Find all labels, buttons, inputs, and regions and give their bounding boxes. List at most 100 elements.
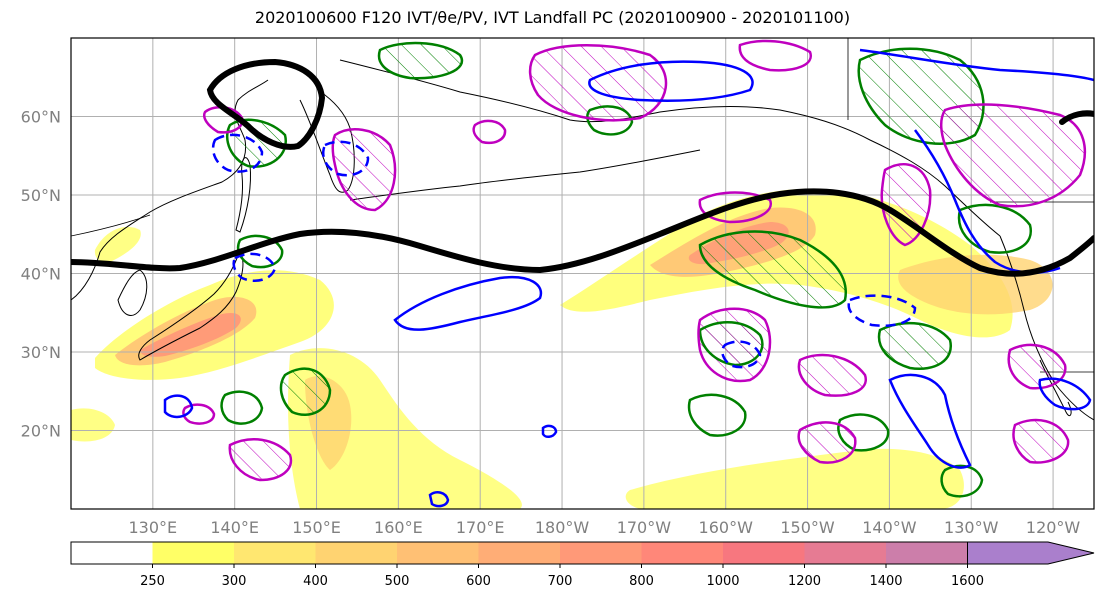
border-china-mongolia (71, 214, 151, 237)
colorbar-swatch (152, 542, 235, 564)
green-hatch-east (879, 323, 951, 369)
coastline-east-asia (71, 79, 269, 301)
green-contour-south-b (837, 413, 890, 452)
lon-tick-label: 160°E (374, 518, 423, 537)
magenta-contour-arctic-east (738, 39, 812, 72)
lon-tick-label: 130°E (129, 518, 178, 537)
green-contour-arctic (377, 41, 464, 80)
colorbar-frame (70, 541, 968, 565)
green-contour-kamchatka (225, 118, 288, 168)
blue-contour-small-south (541, 424, 558, 438)
green-hatch-arctic (379, 43, 462, 79)
colorbar-swatch (478, 542, 561, 564)
green-contour-subtropic (279, 367, 332, 416)
lon-tick-label: 160°W (699, 518, 754, 537)
coastline-korea (117, 269, 148, 316)
colorbar-label: 700 (548, 574, 573, 589)
ivt-sw-corner (71, 408, 115, 442)
lat-tick-label: 30°N (21, 343, 61, 362)
green-contour-east-coast (957, 203, 1033, 254)
colorbar-swatch (723, 542, 805, 564)
latitude-labels: 60°N 50°N 40°N 30°N 20°N (21, 108, 61, 441)
lon-tick-label: 120°W (1026, 518, 1081, 537)
coastline-aleutians (349, 149, 701, 201)
colorbar-label: 1600 (951, 574, 984, 589)
colorbar-labels: 250 300 400 500 600 700 800 1000 1200 1400 1600 (140, 574, 984, 589)
magenta-contour-south-central (797, 421, 857, 464)
blue-contour-okhotsk (211, 133, 264, 173)
magenta-hatch-ne-pacific (698, 308, 770, 381)
blue-contour-kamchatka (321, 140, 370, 177)
colorbar-swatch (641, 542, 724, 564)
blue-contour-east-coast (1038, 377, 1092, 411)
colorbar-swatch (315, 542, 398, 564)
colorbar-label: 500 (385, 574, 410, 589)
magenta-hatched-regions (229, 45, 1085, 480)
map-frame (70, 37, 1095, 510)
ivt-subtropic-plume (288, 348, 522, 509)
lat-tick-label: 50°N (21, 186, 61, 205)
magenta-contour-mid (472, 119, 507, 145)
lat-tick-label: 40°N (21, 265, 61, 284)
figure-title: 2020100600 F120 IVT/θe/PV, IVT Landfall … (254, 8, 851, 27)
magenta-hatch-south-east (1013, 420, 1069, 463)
longitude-labels: 130°E 140°E 150°E 160°E 170°E 180°W 170°W 160°W… (129, 518, 1081, 537)
black-line-ne-corner (1059, 110, 1094, 125)
colorbar-swatch (804, 542, 887, 564)
magenta-contour-east-pacific (797, 353, 867, 397)
magenta-hatch-arctic (530, 45, 667, 121)
colorbar-swatch (560, 542, 642, 564)
colorbar: 250 300 400 500 600 700 800 1000 1200 1400 1600 (70, 541, 1095, 589)
blue-contour-mid (393, 275, 543, 331)
magenta-contour-gulf (880, 163, 932, 247)
blue-contour-arctic (588, 60, 754, 102)
black-line-main (71, 188, 1094, 277)
black-line-arctic-loop (206, 58, 326, 150)
magenta-hatch-gulf (881, 164, 931, 245)
magenta-hatch-subtropic-west (229, 439, 291, 480)
magenta-contour-arctic (528, 44, 668, 122)
blue-contour-west (163, 394, 194, 419)
lon-tick-label: 150°E (292, 518, 341, 537)
colorbar-swatches (71, 542, 968, 564)
colorbar-label: 1200 (788, 574, 821, 589)
blue-contour-japan (232, 252, 277, 282)
lon-tick-label: 180°W (535, 518, 590, 537)
colorbar-swatch (397, 542, 479, 564)
magenta-hatch-east-pacific (798, 355, 866, 396)
lat-tick-label: 20°N (21, 422, 61, 441)
blue-contour-canada (859, 48, 1094, 82)
blue-contour-south (428, 491, 450, 508)
magenta-contour-bering (331, 128, 397, 212)
lat-tick-label: 60°N (21, 108, 61, 127)
colorbar-label: 1000 (706, 574, 739, 589)
green-contour-west (220, 390, 264, 425)
lon-tick-label: 140°E (210, 518, 259, 537)
magenta-hatch-south-central (798, 422, 856, 463)
green-hatch-ne-pacific (700, 231, 846, 308)
blue-contour-ne-small (721, 340, 762, 369)
magenta-contour-south-east (1012, 418, 1070, 464)
magenta-contour-subtropic-west (228, 438, 293, 482)
ivt-south-band (625, 448, 964, 509)
lon-tick-label: 170°E (456, 518, 505, 537)
colorbar-swatch (886, 542, 968, 564)
lon-tick-label: 130°W (944, 518, 999, 537)
colorbar-label: 400 (303, 574, 328, 589)
green-hatch-subtropic (280, 368, 330, 415)
green-hatched-regions (227, 43, 984, 415)
magenta-hatch-bering (332, 129, 395, 210)
magenta-contour-canada (940, 103, 1087, 208)
colorbar-label: 600 (466, 574, 491, 589)
colorbar-swatch (71, 542, 153, 564)
green-contour-canada (857, 47, 985, 145)
blue-contour-east-pacific (847, 294, 917, 327)
colorbar-label: 250 (140, 574, 165, 589)
magenta-contour-east-coast (1007, 343, 1067, 390)
colorbar-ticks (152, 564, 968, 568)
colorbar-label: 1400 (869, 574, 902, 589)
lon-tick-label: 150°W (780, 518, 835, 537)
black-thick-line (71, 58, 1094, 277)
colorbar-label: 300 (222, 574, 247, 589)
